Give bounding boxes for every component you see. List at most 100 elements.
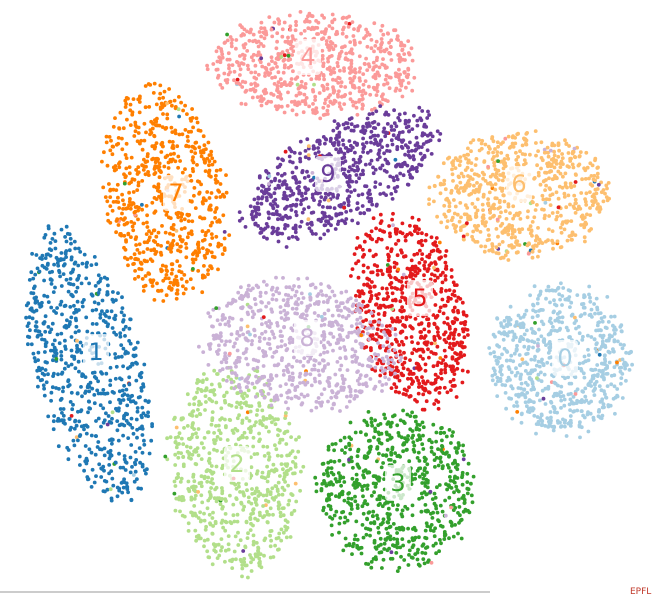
point <box>410 436 414 440</box>
point <box>537 249 542 254</box>
point <box>381 517 386 522</box>
point <box>493 196 498 201</box>
point <box>281 513 286 518</box>
point <box>385 447 390 452</box>
point <box>518 149 522 154</box>
point <box>386 506 391 511</box>
point <box>32 356 37 360</box>
point <box>50 321 55 326</box>
point <box>239 559 244 564</box>
point <box>500 383 505 387</box>
point <box>447 201 452 205</box>
point <box>79 281 84 286</box>
point <box>74 318 78 323</box>
point <box>557 319 561 324</box>
point <box>353 70 358 75</box>
point <box>440 297 445 302</box>
point <box>235 416 240 421</box>
point <box>447 336 452 340</box>
point <box>111 483 116 488</box>
point <box>373 72 378 77</box>
point <box>609 382 614 387</box>
point <box>344 34 349 39</box>
point <box>511 338 515 342</box>
point <box>488 147 492 151</box>
point <box>582 166 586 171</box>
point <box>449 296 453 301</box>
point <box>421 392 426 397</box>
point <box>394 86 399 91</box>
point <box>85 384 90 389</box>
point <box>374 39 379 44</box>
point <box>411 447 416 452</box>
point <box>422 336 427 340</box>
point <box>48 277 53 282</box>
point <box>387 433 392 437</box>
point <box>242 556 247 561</box>
point <box>427 437 432 442</box>
point <box>134 417 139 422</box>
point <box>479 141 484 146</box>
point <box>288 535 293 539</box>
point <box>80 374 84 378</box>
point <box>534 153 538 158</box>
point <box>536 344 540 348</box>
point <box>59 251 64 255</box>
point <box>432 336 437 341</box>
point <box>442 385 447 390</box>
point <box>63 347 68 351</box>
point <box>255 53 260 58</box>
point <box>233 534 238 539</box>
point <box>395 37 399 41</box>
point <box>490 378 495 383</box>
point <box>190 410 195 414</box>
point <box>121 327 126 332</box>
point <box>508 304 513 309</box>
point <box>525 338 530 343</box>
point <box>177 431 182 436</box>
point <box>418 248 422 253</box>
point <box>487 248 492 253</box>
point <box>321 64 326 69</box>
point <box>275 39 279 44</box>
point <box>503 391 508 395</box>
point <box>557 292 562 297</box>
point <box>519 381 524 386</box>
point <box>221 525 226 530</box>
point <box>342 498 347 503</box>
point <box>96 301 101 306</box>
point <box>40 263 45 268</box>
point <box>268 544 273 549</box>
point <box>29 306 34 311</box>
point <box>397 57 402 61</box>
point <box>600 368 605 373</box>
point <box>356 259 361 263</box>
point <box>215 59 220 64</box>
point <box>275 31 280 36</box>
point <box>453 166 458 171</box>
point <box>27 278 32 282</box>
point <box>92 480 97 485</box>
point <box>302 29 307 33</box>
point <box>349 503 354 508</box>
point <box>278 437 283 442</box>
point <box>524 308 529 313</box>
point <box>579 400 584 405</box>
point <box>366 562 371 566</box>
point <box>417 381 422 386</box>
point <box>244 403 249 408</box>
point <box>581 334 585 339</box>
point <box>107 471 111 476</box>
point <box>370 514 375 518</box>
point <box>595 166 600 170</box>
point <box>306 14 310 19</box>
point <box>111 290 115 294</box>
point <box>374 226 378 231</box>
point <box>182 273 187 277</box>
point <box>244 519 249 524</box>
point <box>352 83 356 88</box>
point <box>45 294 50 299</box>
point <box>196 453 201 458</box>
point <box>442 320 447 325</box>
point <box>339 483 343 488</box>
